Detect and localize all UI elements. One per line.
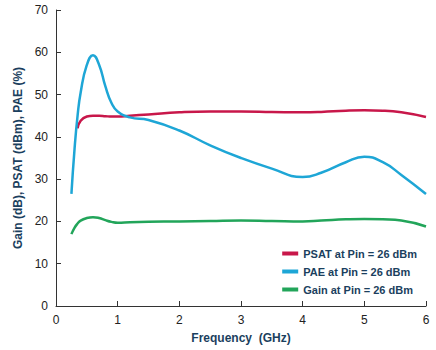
svg-text:PSAT at Pin = 26 dBm: PSAT at Pin = 26 dBm (303, 248, 417, 260)
svg-text:60: 60 (35, 45, 49, 59)
svg-text:Gain (dB), PSAT (dBm), PAE (%): Gain (dB), PSAT (dBm), PAE (%) (11, 67, 25, 249)
svg-text:5: 5 (361, 313, 368, 327)
svg-text:1: 1 (114, 313, 121, 327)
svg-text:20: 20 (35, 214, 49, 228)
svg-text:10: 10 (35, 257, 49, 271)
svg-text:6: 6 (423, 313, 430, 327)
svg-text:2: 2 (176, 313, 183, 327)
svg-text:0: 0 (53, 313, 60, 327)
svg-text:0: 0 (41, 299, 48, 313)
svg-text:4: 4 (299, 313, 306, 327)
svg-text:70: 70 (35, 3, 49, 17)
svg-text:30: 30 (35, 172, 49, 186)
svg-text:40: 40 (35, 130, 49, 144)
svg-text:Frequency (GHz): Frequency (GHz) (191, 331, 290, 345)
svg-text:Gain at Pin = 26 dBm: Gain at Pin = 26 dBm (303, 284, 413, 296)
svg-text:PAE at Pin = 26 dBm: PAE at Pin = 26 dBm (303, 266, 410, 278)
svg-text:3: 3 (238, 313, 245, 327)
svg-text:50: 50 (35, 88, 49, 102)
